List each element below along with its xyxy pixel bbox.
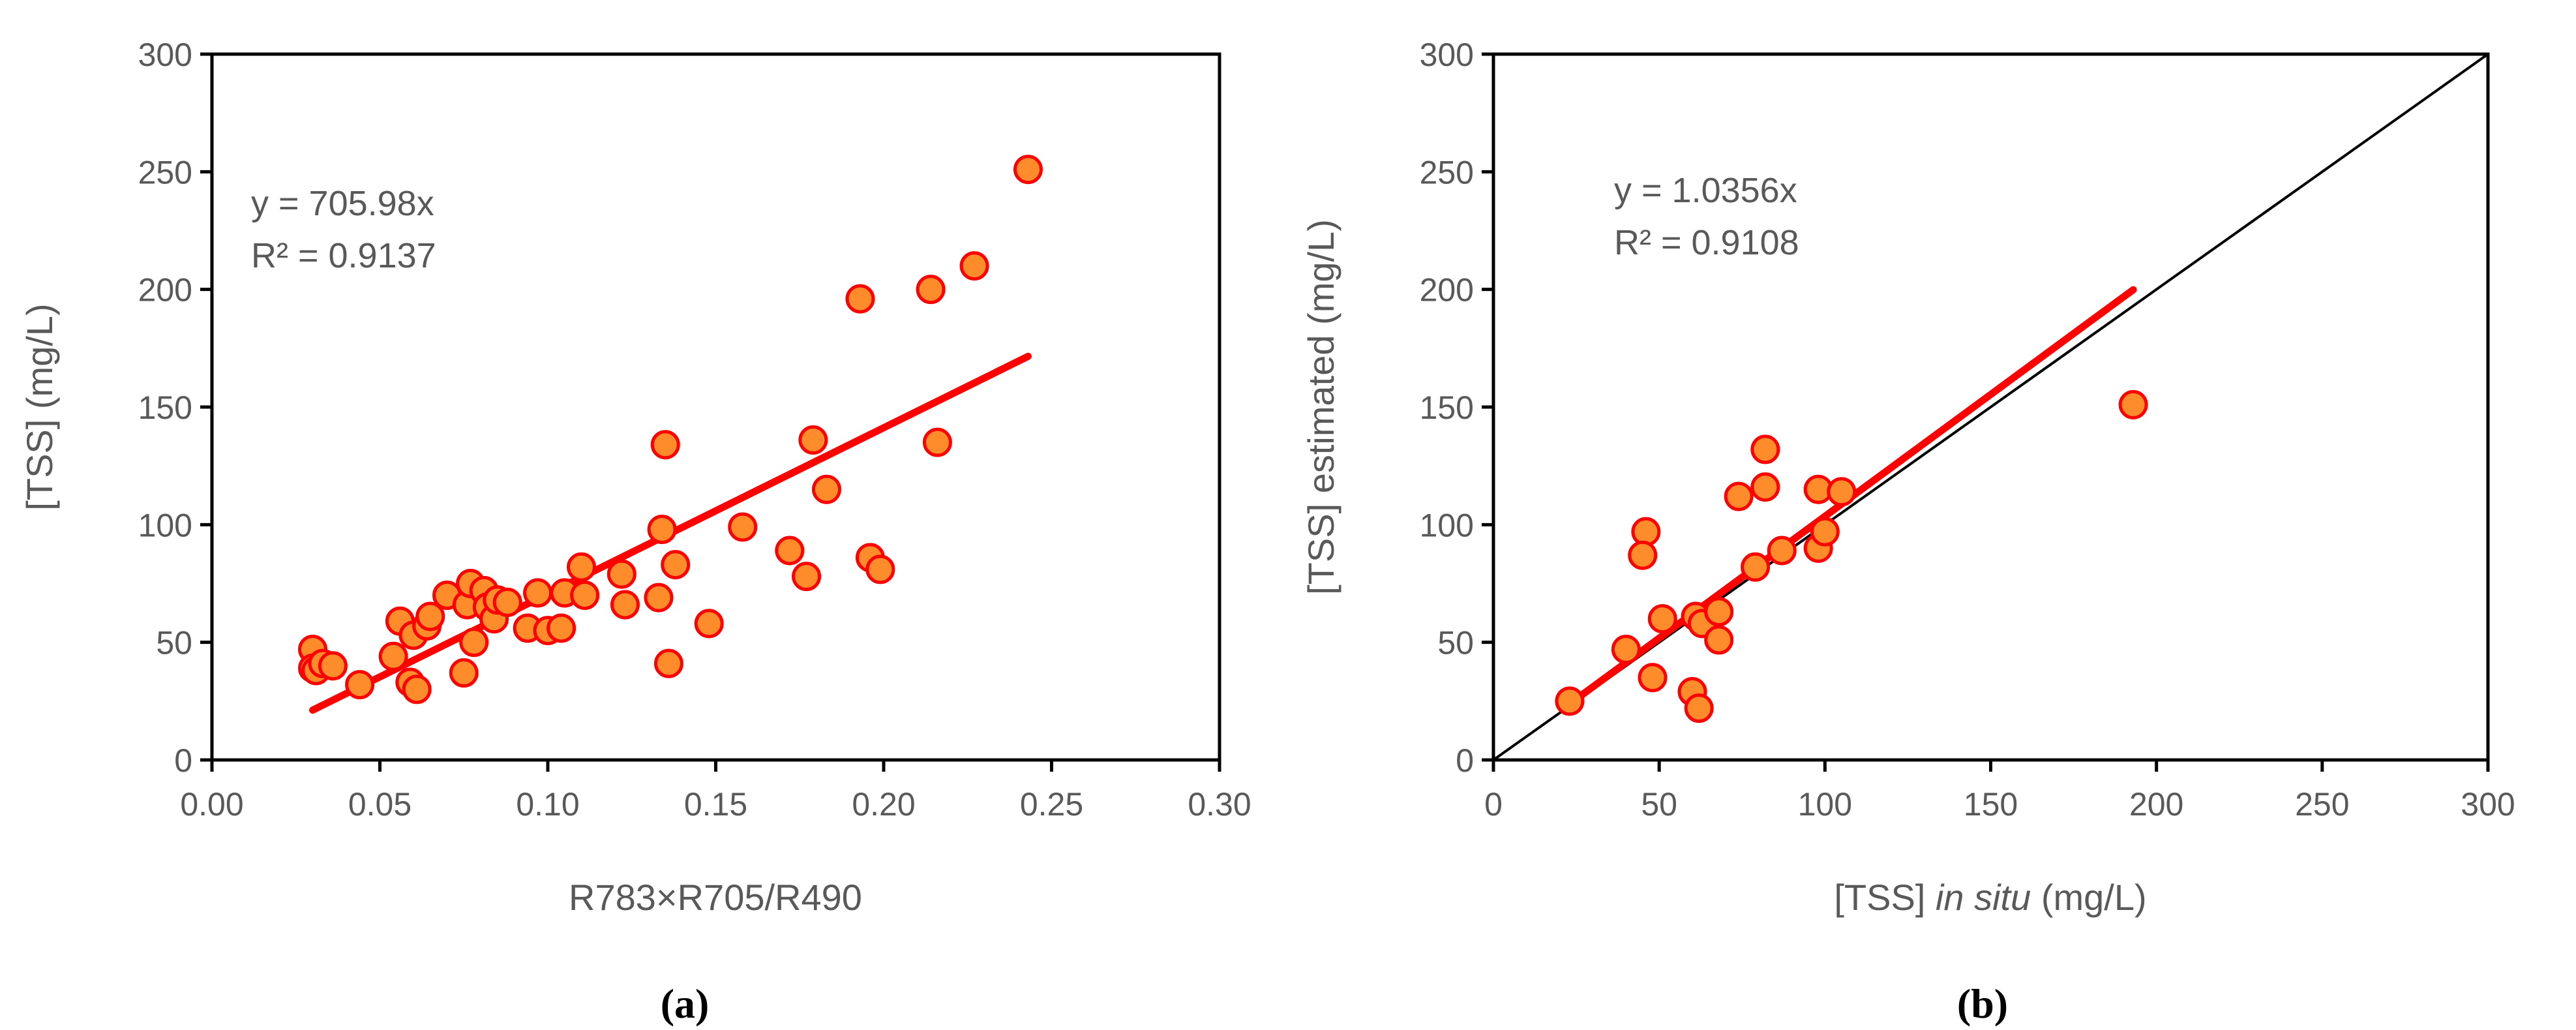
panel-a-data-point bbox=[1013, 155, 1043, 185]
panel-a-equation: y = 705.98x bbox=[251, 184, 434, 223]
panel-a-data-point bbox=[811, 474, 841, 504]
panel-a-data-point bbox=[728, 512, 758, 542]
panel-b-y-tick-label: 300 bbox=[1420, 37, 1474, 73]
panel-b-data-point bbox=[1611, 634, 1641, 664]
panel-a-label: (a) bbox=[661, 980, 710, 1027]
panel-b-x-tick-label: 250 bbox=[2295, 786, 2349, 823]
panel-a-data-point bbox=[492, 587, 522, 617]
panel-b-x-tick-label: 200 bbox=[2129, 786, 2183, 823]
panel-a-data-point bbox=[415, 601, 445, 631]
panel-a-data-point bbox=[378, 641, 408, 671]
panel-b-y-tick-label: 100 bbox=[1420, 507, 1474, 543]
panel-b-x-tick-label: 0 bbox=[1484, 786, 1503, 823]
panel-b-data-point bbox=[1750, 434, 1780, 464]
panel-a-x-tick-label: 0.30 bbox=[1188, 786, 1251, 823]
panel-b-data-point bbox=[1724, 481, 1754, 511]
panel-b-data-point bbox=[1767, 536, 1797, 566]
panel-a-y-tick-label: 200 bbox=[138, 272, 192, 309]
panel-a-x-tick-label: 0.20 bbox=[852, 786, 915, 823]
panel-b-data-point bbox=[1704, 597, 1734, 627]
panel-a-data-point bbox=[653, 648, 683, 678]
panel-a-y-tick-label: 300 bbox=[138, 37, 192, 73]
panel-b-x-tick-label: 150 bbox=[1964, 786, 2018, 823]
panel-a-data-point bbox=[547, 613, 577, 643]
panel-a-data-point bbox=[644, 583, 674, 613]
panel-a-y-tick-label: 100 bbox=[138, 507, 192, 543]
panel-a-data-point bbox=[694, 609, 724, 639]
panel-b-x-tick-label: 100 bbox=[1798, 786, 1852, 823]
panel-a-data-point bbox=[402, 674, 432, 704]
panel-a-data-point bbox=[650, 430, 680, 460]
panel-a-y-tick-label: 50 bbox=[156, 625, 192, 661]
panel-a-data-point bbox=[567, 552, 596, 582]
panel-a-data-point bbox=[922, 427, 952, 457]
panel-a-data-point bbox=[345, 670, 375, 700]
panel-a-data-point bbox=[661, 550, 691, 580]
panel-b-y-tick-label: 200 bbox=[1420, 272, 1474, 309]
panel-a-data-point bbox=[523, 578, 553, 608]
panel-a-x-tick-label: 0.25 bbox=[1020, 786, 1083, 823]
panel-b-y-tick-label: 50 bbox=[1437, 625, 1474, 661]
panel-a-x-axis-label: R783×R705/R490 bbox=[569, 877, 862, 918]
panel-b-x-label-italic: in situ bbox=[1936, 877, 2031, 918]
panel-b-data-point bbox=[1810, 517, 1840, 547]
panel-b-y-tick-label: 250 bbox=[1420, 154, 1474, 190]
panel-b-label: (b) bbox=[1957, 980, 2008, 1027]
panel-a-data-point bbox=[459, 628, 489, 658]
panel-a-y-axis-label: [TSS] (mg/L) bbox=[19, 303, 60, 510]
panel-a-x-tick-label: 0.10 bbox=[516, 786, 579, 823]
panel-b-data-point bbox=[1750, 472, 1780, 502]
panel-b-data-point bbox=[1684, 693, 1714, 723]
panel-b-data-point bbox=[1704, 625, 1734, 655]
panel-a-x-tick-label: 0.00 bbox=[180, 786, 243, 823]
panel-a-data-point bbox=[318, 651, 348, 681]
panel-a-y-tick-label: 0 bbox=[174, 742, 192, 779]
panel-a-x-tick-label: 0.05 bbox=[348, 786, 412, 823]
panel-b-equation: y = 1.0356x bbox=[1614, 171, 1797, 210]
panel-b-x-label-pre: [TSS] bbox=[1834, 877, 1936, 918]
panel-b-x-tick-label: 300 bbox=[2461, 786, 2515, 823]
panel-a-data-point bbox=[798, 425, 828, 455]
panel-b-data-point bbox=[1647, 604, 1677, 634]
panel-b-y-tick-label: 0 bbox=[1456, 742, 1474, 779]
panel-a-r2: R² = 0.9137 bbox=[251, 236, 436, 275]
panel-b-data-point bbox=[1827, 477, 1857, 507]
panel-a-data-point bbox=[959, 251, 989, 281]
panel-b-y-tick-label: 150 bbox=[1420, 389, 1474, 426]
panel-a-chart: y = 705.98x R² = 0.9137 R783×R705/R490 [… bbox=[19, 37, 1251, 1027]
panel-b-data-point bbox=[1628, 540, 1658, 570]
panel-a-data-point bbox=[775, 536, 805, 566]
panel-a-data-point bbox=[647, 515, 677, 545]
panel-b-data-point bbox=[1741, 552, 1771, 582]
panel-b-data-point bbox=[2118, 389, 2148, 419]
panel-b-data-point bbox=[1631, 517, 1661, 547]
panel-b-y-axis-label: [TSS] estimated (mg/L) bbox=[1300, 219, 1341, 595]
panel-a-y-tick-label: 150 bbox=[138, 389, 192, 426]
panel-a-plot-frame bbox=[210, 52, 1221, 762]
panel-b-data-point bbox=[1555, 686, 1585, 716]
panel-a-data-point bbox=[607, 559, 637, 589]
panel-b-x-label-post: (mg/L) bbox=[2031, 877, 2146, 918]
panel-a-data-point bbox=[845, 284, 875, 314]
panel-b-x-tick-label: 50 bbox=[1641, 786, 1677, 823]
panel-a-data-point bbox=[449, 658, 479, 688]
panel-b-data-point bbox=[1638, 663, 1668, 693]
panel-a-data-point bbox=[610, 590, 640, 620]
panel-a-x-tick-label: 0.15 bbox=[684, 786, 747, 823]
panel-a-y-tick-label: 250 bbox=[138, 154, 192, 190]
panel-b-x-axis-label: [TSS] in situ (mg/L) bbox=[1834, 877, 2146, 918]
panel-a-data-point bbox=[792, 562, 822, 592]
panel-a-data-point bbox=[916, 275, 946, 305]
panel-a-data-point bbox=[570, 581, 600, 611]
panel-b-chart: y = 1.0356x R² = 0.9108 [TSS] in situ (m… bbox=[1300, 37, 2515, 1027]
panel-b-r2: R² = 0.9108 bbox=[1614, 223, 1799, 262]
panel-a-data-point bbox=[865, 554, 895, 584]
